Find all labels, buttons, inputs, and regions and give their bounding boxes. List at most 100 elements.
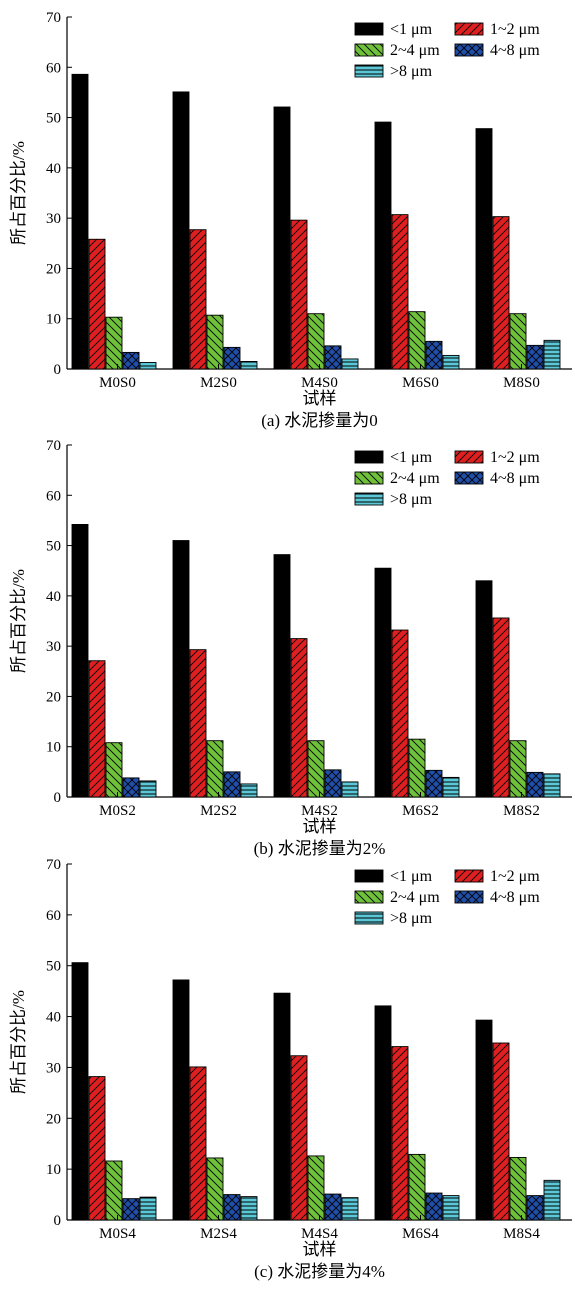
bar-M8S0-s5 (543, 339, 561, 370)
bar-M0S2-s3 (105, 742, 123, 798)
y-tick-label: 60 (46, 488, 61, 504)
legend-label: 1~2 μm (490, 449, 540, 466)
bar-M4S2-s1 (273, 554, 291, 798)
bar-M2S4-s5 (240, 1196, 258, 1221)
bar-M0S4-s5 (139, 1196, 157, 1221)
legend-swatch (354, 43, 384, 57)
legend-swatch (454, 22, 484, 36)
bar-M2S2-s1 (172, 540, 190, 798)
y-tick-label: 30 (46, 211, 61, 227)
legend-label: >8 μm (390, 491, 433, 508)
legend-item-5: >8 μm (354, 910, 433, 927)
legend-swatch (354, 492, 384, 506)
bar-M4S0-s3 (307, 313, 325, 370)
legend-item-3: 2~4 μm (354, 470, 440, 487)
bar-M6S0-s2 (391, 214, 409, 370)
bar-M8S2-s1 (475, 580, 493, 798)
bar-M2S4-s3 (206, 1157, 224, 1221)
legend-swatch (454, 471, 484, 485)
legend-swatch (354, 64, 384, 78)
bar-M4S4-s3 (307, 1155, 325, 1221)
bar-M0S4-s3 (105, 1160, 123, 1221)
y-tick-label: 70 (46, 10, 61, 26)
bar-M6S4-s3 (408, 1153, 426, 1221)
bar-M2S2-s5 (240, 783, 258, 798)
bar-M6S2-s1 (374, 567, 392, 798)
legend-label: 4~8 μm (490, 889, 540, 906)
legend-swatch (454, 869, 484, 883)
y-tick-label: 30 (46, 1060, 61, 1076)
bar-M8S2-s3 (509, 740, 527, 798)
legend-swatch (454, 43, 484, 57)
bar-M0S2-s1 (71, 524, 89, 798)
bar-M4S0-s1 (273, 106, 291, 370)
legend-swatch (454, 450, 484, 464)
bar-M4S4-s2 (290, 1055, 308, 1221)
x-tick-label: M6S0 (402, 375, 439, 391)
legend-item-3: 2~4 μm (354, 889, 440, 906)
legend-item-5: >8 μm (354, 491, 433, 508)
y-tick-label: 60 (46, 60, 61, 76)
y-tick-label: 10 (46, 740, 61, 756)
bar-M2S0-s3 (206, 314, 224, 370)
legend-item-2: 1~2 μm (454, 868, 540, 885)
bar-M0S4-s4 (122, 1198, 140, 1221)
bar-M0S0-s3 (105, 316, 123, 370)
bar-M6S4-s2 (391, 1046, 409, 1221)
legend-item-4: 4~8 μm (454, 470, 540, 487)
y-tick-label: 10 (46, 312, 61, 328)
x-tick-label: M6S2 (402, 803, 439, 819)
legend-label: 4~8 μm (490, 470, 540, 487)
bar-M6S4-s5 (442, 1195, 460, 1221)
x-tick-label: M2S4 (200, 1226, 237, 1242)
bar-M6S2-s4 (425, 769, 443, 798)
bar-M6S0-s1 (374, 121, 392, 370)
x-tick-label: M6S4 (402, 1226, 439, 1242)
bar-M8S4-s1 (475, 1019, 493, 1221)
legend-label: 4~8 μm (490, 42, 540, 59)
bar-M2S2-s2 (189, 649, 207, 798)
legend-item-1: <1 μm (354, 449, 433, 466)
legend-item-2: 1~2 μm (454, 21, 540, 38)
legend-item-5: >8 μm (354, 63, 433, 80)
chart-panel-3: 0 10 20 30 40 50 60 70 M0S4 M2S4 M4S4 M6S4 M8S4 试样 (c)… (9, 857, 572, 1281)
bar-M0S2-s2 (88, 660, 106, 798)
legend-swatch (354, 869, 384, 883)
legend-label: <1 μm (390, 868, 433, 885)
y-tick-label: 40 (46, 161, 61, 177)
chart-panel-2: 0 10 20 30 40 50 60 70 M0S2 M2S2 M4S2 M6S2 M8S2 试样 (b)… (9, 438, 572, 858)
y-axis-label: 所占百分比/% (9, 569, 28, 673)
legend-swatch (454, 890, 484, 904)
legend-item-1: <1 μm (354, 868, 433, 885)
x-tick-label: M0S4 (99, 1226, 136, 1242)
bar-M8S0-s2 (492, 216, 510, 370)
x-axis-label: 试样 (303, 1240, 337, 1259)
x-tick-label: M0S0 (99, 375, 136, 391)
y-tick-label: 40 (46, 589, 61, 605)
bar-M2S4-s1 (172, 979, 190, 1221)
y-tick-label: 50 (46, 539, 61, 555)
bar-M0S4-s2 (88, 1076, 106, 1221)
y-tick-label: 70 (46, 857, 61, 873)
x-tick-label: M2S2 (200, 803, 237, 819)
y-tick-label: 30 (46, 639, 61, 655)
bar-M6S0-s4 (425, 340, 443, 370)
bar-M6S2-s2 (391, 629, 409, 798)
bar-M8S4-s4 (526, 1195, 544, 1221)
x-tick-label: M4S0 (301, 375, 338, 391)
bar-M4S4-s5 (341, 1197, 359, 1221)
bar-M8S0-s3 (509, 313, 527, 370)
legend-label: 2~4 μm (390, 470, 440, 487)
panel-caption: (b) 水泥掺量为2% (254, 839, 386, 858)
bar-M6S4-s4 (425, 1192, 443, 1221)
y-axis-label: 所占百分比/% (9, 141, 28, 245)
legend-label: 2~4 μm (390, 42, 440, 59)
x-tick-label: M4S4 (301, 1226, 338, 1242)
y-tick-label: 50 (46, 111, 61, 127)
bar-M4S4-s4 (324, 1193, 342, 1221)
bar-M2S0-s2 (189, 229, 207, 370)
y-tick-label: 70 (46, 438, 61, 454)
panel-caption: (a) 水泥掺量为0 (261, 411, 378, 430)
bar-M0S0-s1 (71, 73, 89, 370)
